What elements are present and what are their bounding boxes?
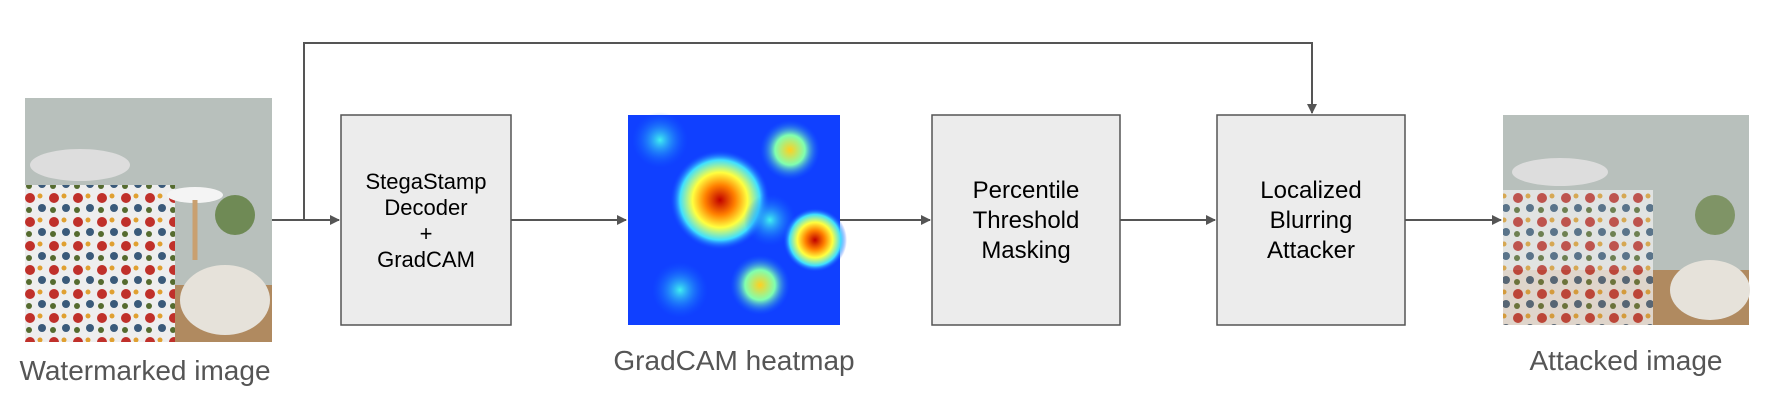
- box-text: Blurring: [1270, 207, 1353, 234]
- attacked-label: Attacked image: [1530, 345, 1723, 376]
- box-text: Threshold: [973, 207, 1080, 234]
- box-text: Masking: [981, 237, 1070, 264]
- box-text: Percentile: [973, 177, 1080, 204]
- gradcam-heatmap: [628, 112, 847, 325]
- box-text: GradCAM: [377, 247, 475, 272]
- heatmap-label: GradCAM heatmap: [613, 345, 854, 376]
- skip-arrow: [303, 42, 1317, 220]
- watermarked-label: Watermarked image: [19, 355, 270, 386]
- box-text: Localized: [1260, 177, 1361, 204]
- box-text: Decoder: [384, 195, 467, 220]
- attacked-image: [1503, 115, 1750, 325]
- box-text: +: [420, 221, 433, 246]
- box-text: Attacker: [1267, 237, 1355, 264]
- decoder-box: [340, 114, 512, 326]
- box-text: StegaStamp: [365, 169, 486, 194]
- watermarked-image: [25, 98, 272, 342]
